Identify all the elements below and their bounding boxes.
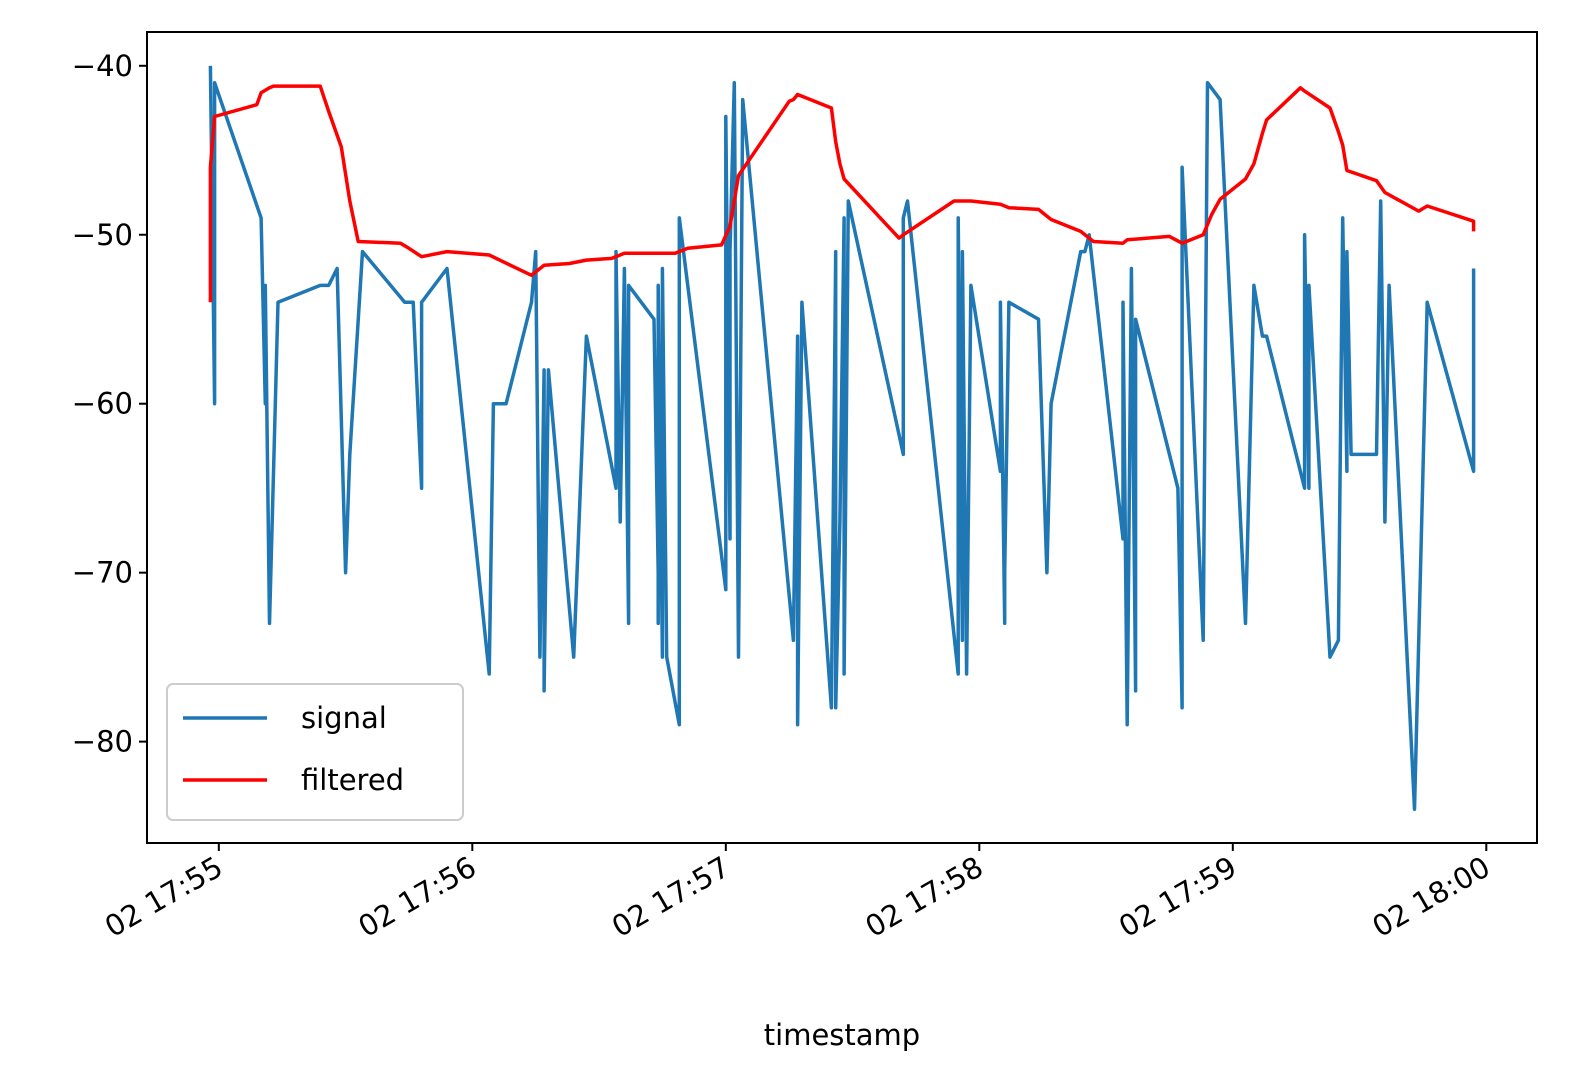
- plot-frame: [146, 31, 1538, 844]
- y-tick-label: −80: [72, 725, 133, 759]
- series-line: [208, 65, 1476, 811]
- x-axis-label: timestamp: [764, 1018, 920, 1052]
- y-tick-label: −50: [72, 218, 133, 252]
- series-line: [208, 84, 1476, 303]
- y-tick-label: −40: [72, 49, 133, 83]
- legend-label: filtered: [301, 763, 404, 797]
- legend-label: signal: [301, 701, 387, 735]
- y-tick-label: −70: [72, 556, 133, 590]
- y-tick-label: −60: [72, 387, 133, 421]
